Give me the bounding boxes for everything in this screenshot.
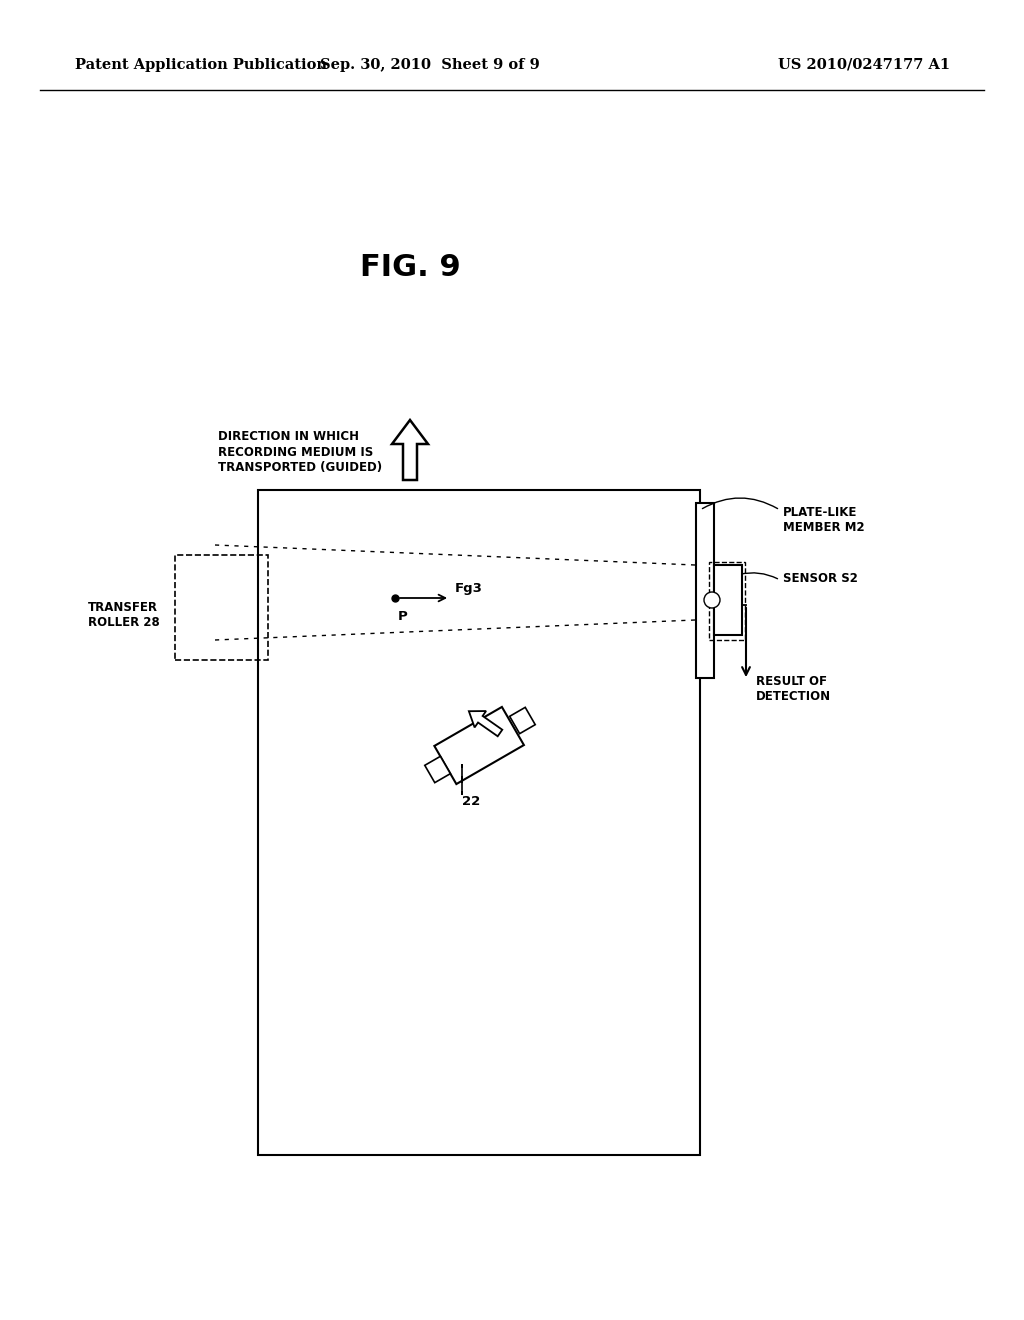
Text: DIRECTION IN WHICH
RECORDING MEDIUM IS
TRANSPORTED (GUIDED): DIRECTION IN WHICH RECORDING MEDIUM IS T… <box>218 430 382 474</box>
Bar <box>696 503 714 678</box>
Bar <box>714 565 742 635</box>
Text: FIG. 9: FIG. 9 <box>359 253 461 282</box>
Polygon shape <box>469 711 503 737</box>
Bar <box>434 708 524 784</box>
Bar <box>709 562 745 640</box>
Bar <box>175 554 268 660</box>
Circle shape <box>705 591 720 609</box>
Bar <box>425 756 451 783</box>
Polygon shape <box>392 420 428 480</box>
Bar <box>258 490 700 1155</box>
Text: 22: 22 <box>462 795 480 808</box>
Text: RESULT OF
DETECTION: RESULT OF DETECTION <box>756 675 831 704</box>
Bar <box>510 708 536 734</box>
Text: US 2010/0247177 A1: US 2010/0247177 A1 <box>778 58 950 73</box>
Text: Sep. 30, 2010  Sheet 9 of 9: Sep. 30, 2010 Sheet 9 of 9 <box>321 58 540 73</box>
Text: P: P <box>398 610 408 623</box>
Text: Fg3: Fg3 <box>455 582 483 595</box>
Text: Patent Application Publication: Patent Application Publication <box>75 58 327 73</box>
Text: TRANSFER
ROLLER 28: TRANSFER ROLLER 28 <box>88 601 160 630</box>
Text: SENSOR S2: SENSOR S2 <box>783 572 858 585</box>
Text: PLATE-LIKE
MEMBER M2: PLATE-LIKE MEMBER M2 <box>783 506 864 535</box>
